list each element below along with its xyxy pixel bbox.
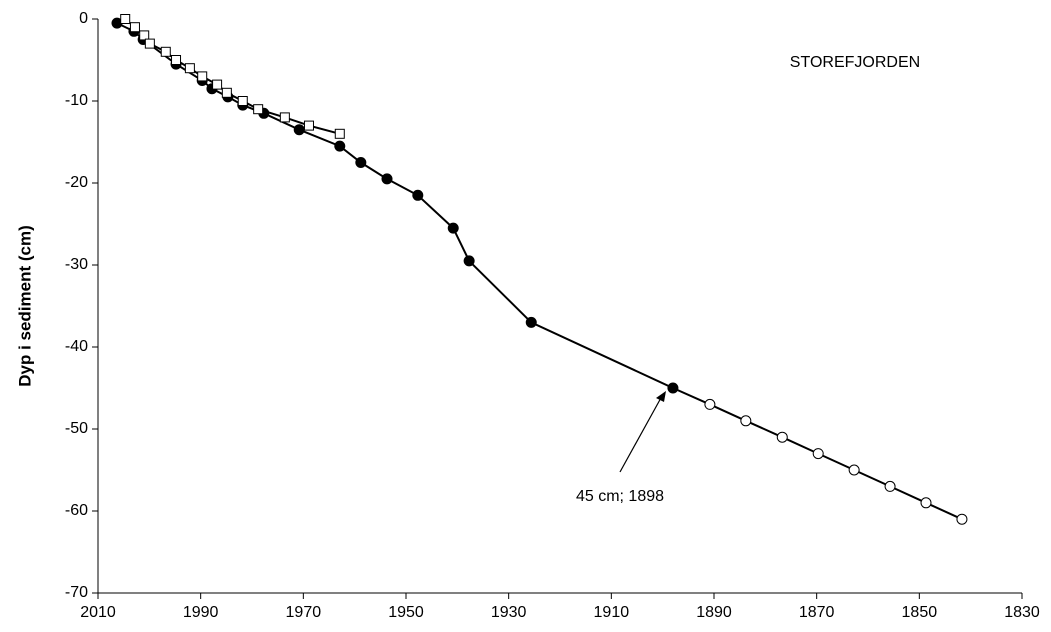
data-point <box>920 497 932 509</box>
data-point <box>139 30 150 41</box>
x-tick-label: 1990 <box>183 604 219 621</box>
x-tick-label: 1910 <box>594 604 630 621</box>
data-point <box>776 431 788 443</box>
x-tick-label: 1870 <box>799 604 835 621</box>
data-point <box>171 55 182 65</box>
y-axis-label: Dyp i sediment (cm) <box>15 225 34 387</box>
x-tick-label: 1890 <box>696 604 732 621</box>
data-point <box>447 222 459 234</box>
data-point <box>221 87 232 98</box>
series-line <box>124 18 341 135</box>
data-point <box>253 104 264 115</box>
data-point <box>160 46 171 57</box>
data-point <box>525 316 537 328</box>
data-point <box>212 79 223 90</box>
y-tick-label: -30 <box>65 256 88 273</box>
x-tick-label: 2010 <box>80 604 116 621</box>
y-tick-label: -50 <box>65 420 88 437</box>
y-tick-label: -60 <box>65 502 88 519</box>
y-tick-label: 0 <box>79 10 88 27</box>
x-tick-label: 1970 <box>286 604 322 621</box>
data-point <box>120 14 131 24</box>
data-point <box>129 22 140 33</box>
data-point <box>884 480 896 492</box>
data-point <box>237 96 248 106</box>
data-point <box>334 140 346 152</box>
annotation: 45 cm; 1898 <box>576 488 664 505</box>
x-tick-label: 1930 <box>491 604 527 621</box>
x-tick-label: 1830 <box>1004 604 1040 621</box>
data-point <box>463 255 475 267</box>
data-point <box>334 128 345 139</box>
data-point <box>381 173 393 185</box>
y-tick-label: -20 <box>65 174 88 191</box>
arrow-head <box>656 391 666 402</box>
data-point <box>279 112 290 123</box>
x-tick-label: 1950 <box>388 604 424 621</box>
annotation-arrow <box>619 395 663 473</box>
data-point <box>812 448 824 460</box>
data-point <box>740 415 752 427</box>
data-point <box>956 513 968 525</box>
data-point <box>848 464 860 476</box>
data-point <box>355 157 367 168</box>
data-point <box>303 120 314 131</box>
data-point <box>184 63 195 74</box>
data-point <box>197 71 208 82</box>
data-point <box>293 124 305 136</box>
y-tick-label: -10 <box>65 92 88 109</box>
x-tick-label: 1850 <box>902 604 938 621</box>
data-point <box>412 189 424 201</box>
y-tick-label: -40 <box>65 338 88 355</box>
y-tick-label: -70 <box>65 584 88 601</box>
data-point <box>704 398 716 410</box>
data-point <box>667 382 679 394</box>
annotation: STOREFJORDEN <box>790 54 920 71</box>
data-point <box>144 38 155 49</box>
